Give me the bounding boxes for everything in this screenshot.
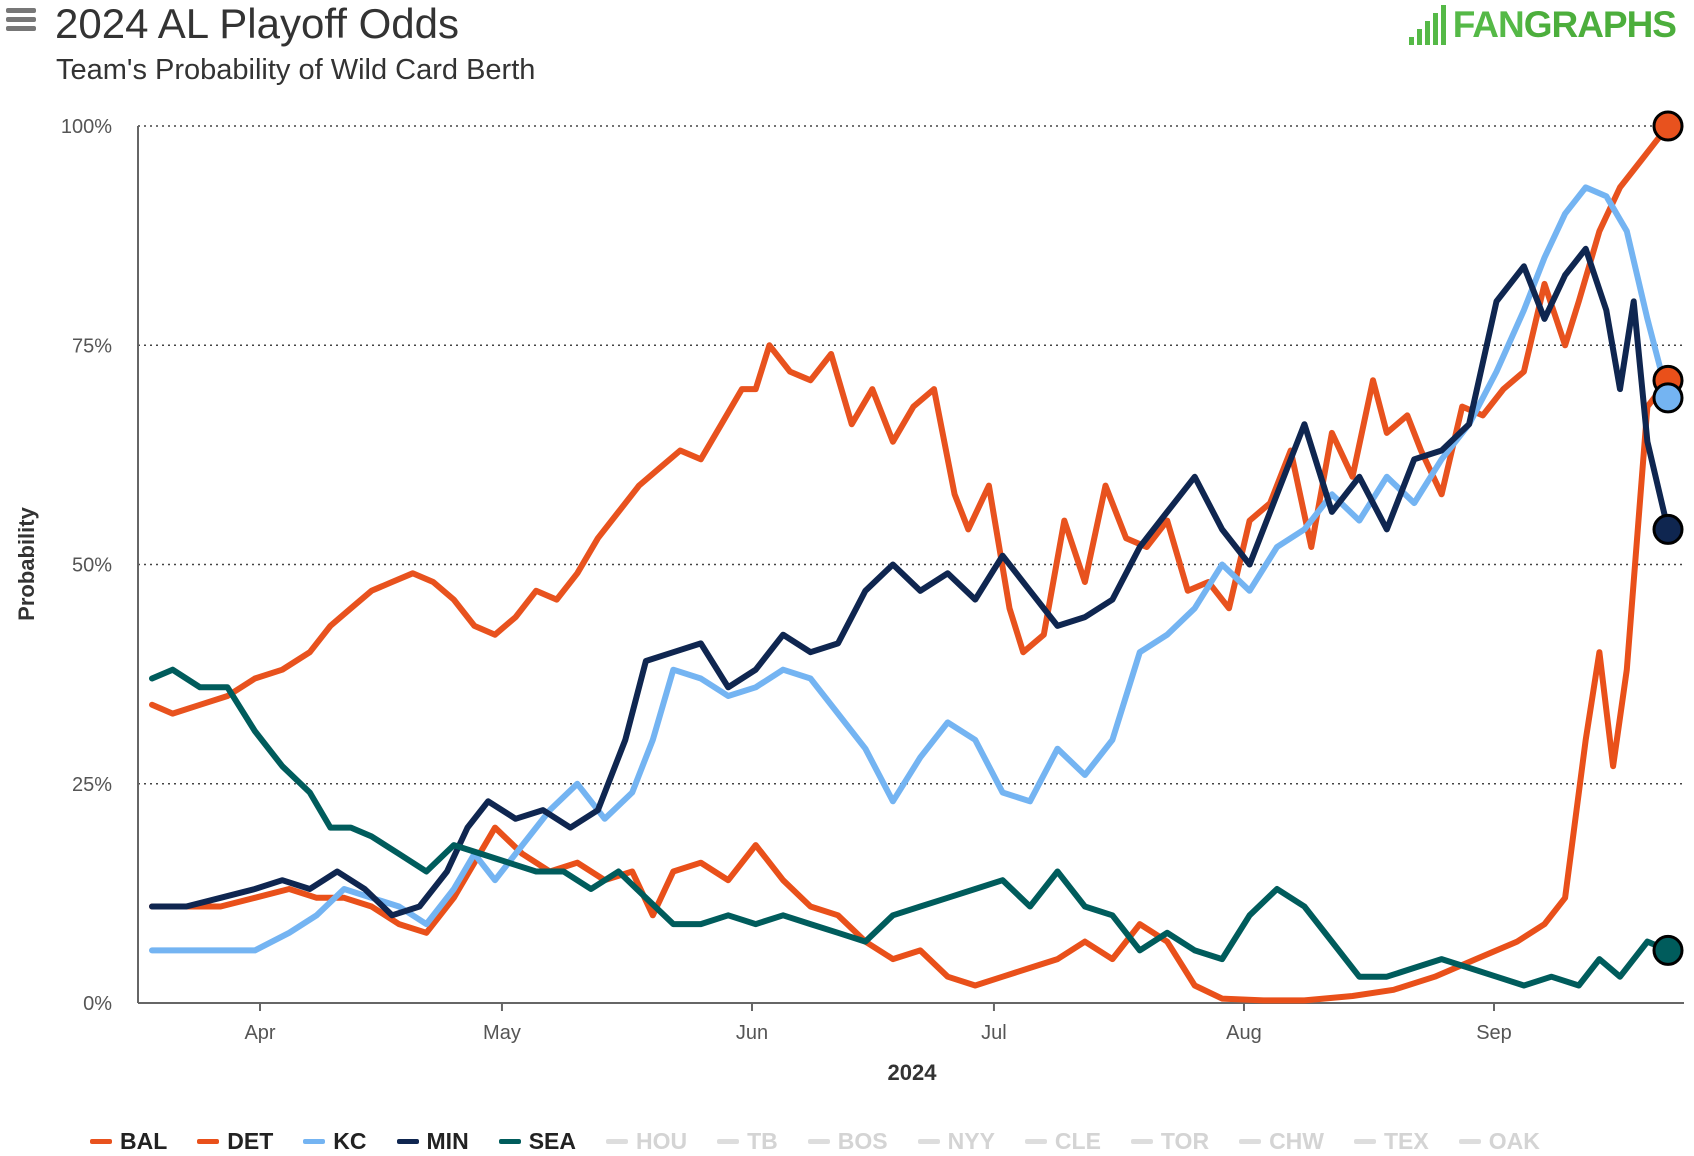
x-tick-label: May xyxy=(483,1022,521,1044)
y-tick-label: 100% xyxy=(61,116,112,138)
y-tick-label: 50% xyxy=(72,555,112,577)
legend-label: BOS xyxy=(837,1127,888,1154)
legend-swatch-icon xyxy=(90,1138,112,1144)
y-tick-label: 25% xyxy=(72,774,112,796)
series-line-sea[interactable] xyxy=(149,666,1671,989)
legend-item-sea[interactable]: SEA xyxy=(498,1127,576,1155)
logo-text-graphs: GRAPHS xyxy=(1523,4,1677,45)
end-marker-min[interactable] xyxy=(1652,513,1684,545)
legend-swatch-icon xyxy=(917,1138,940,1144)
legend-label: KC xyxy=(333,1127,367,1154)
legend-label: TOR xyxy=(1160,1127,1210,1154)
chart-title: 2024 AL Playoff Odds xyxy=(55,0,459,47)
legend-item-det[interactable]: DET xyxy=(197,1128,273,1155)
legend-label: TEX xyxy=(1384,1127,1429,1154)
series-end-markers xyxy=(1652,110,1684,966)
legend-item-nyy[interactable]: NYY xyxy=(917,1127,995,1155)
legend-swatch-icon xyxy=(717,1138,740,1144)
legend-label: SEA xyxy=(528,1127,576,1154)
series-line-det[interactable] xyxy=(149,377,1671,1004)
legend-swatch-icon xyxy=(1354,1138,1376,1144)
legend-label: CLE xyxy=(1054,1127,1101,1154)
legend-swatch-icon xyxy=(1239,1138,1262,1144)
legend-label: NYY xyxy=(947,1127,995,1154)
series-line-min[interactable] xyxy=(149,245,1671,919)
legend-label: OAK xyxy=(1488,1127,1540,1154)
legend-item-hou[interactable]: HOU xyxy=(605,1127,688,1155)
legend-label: HOU xyxy=(635,1127,688,1154)
legend-swatch-icon xyxy=(498,1138,521,1144)
legend: BAL DET KC MIN SEA HOU TB BOS NYY CLE TOR CHW TEX OAK xyxy=(90,1126,1570,1156)
legend-item-kc[interactable]: KC xyxy=(303,1127,367,1155)
x-tick-label: Sep xyxy=(1476,1022,1512,1044)
legend-item-tex[interactable]: TEX xyxy=(1354,1128,1429,1155)
logo-bars-icon xyxy=(1408,5,1449,45)
legend-swatch-icon xyxy=(605,1138,628,1144)
legend-label: CHW xyxy=(1269,1127,1324,1154)
legend-item-chw[interactable]: CHW xyxy=(1239,1128,1324,1155)
legend-swatch-icon xyxy=(396,1138,419,1144)
x-tick-labels: Apr May Jun Jul Aug Sep xyxy=(244,1003,1512,1044)
legend-label: MIN xyxy=(426,1127,469,1154)
fangraphs-logo[interactable]: FAN GRAPHS xyxy=(1408,2,1677,48)
legend-item-bal[interactable]: BAL xyxy=(90,1128,167,1155)
x-tick-label: Jul xyxy=(981,1022,1007,1044)
y-tick-labels: 0% 25% 50% 75% 100% xyxy=(61,116,112,1015)
series-lines xyxy=(149,123,1671,1004)
legend-label: DET xyxy=(227,1127,274,1154)
series-line-kc[interactable] xyxy=(149,184,1671,954)
menu-icon[interactable] xyxy=(6,8,36,34)
chart-subtitle: Team's Probability of Wild Card Berth xyxy=(56,54,536,86)
x-axis-title: 2024 xyxy=(888,1060,938,1085)
legend-item-min[interactable]: MIN xyxy=(396,1127,469,1155)
legend-item-cle[interactable]: CLE xyxy=(1024,1127,1101,1155)
end-marker-bal[interactable] xyxy=(1652,110,1684,142)
legend-item-bos[interactable]: BOS xyxy=(807,1127,888,1155)
legend-swatch-icon xyxy=(1458,1138,1481,1144)
series-line-bal[interactable] xyxy=(149,123,1671,717)
y-tick-label: 0% xyxy=(83,993,112,1015)
legend-label: TB xyxy=(747,1127,778,1154)
legend-swatch-icon xyxy=(1130,1138,1153,1144)
logo-text-fan: FAN xyxy=(1452,4,1525,45)
x-tick-label: Jun xyxy=(736,1022,768,1044)
x-tick-label: Apr xyxy=(244,1022,275,1044)
end-marker-kc[interactable] xyxy=(1652,382,1684,414)
legend-item-tb[interactable]: TB xyxy=(717,1128,778,1155)
legend-label: BAL xyxy=(120,1127,168,1154)
x-tick-label: Aug xyxy=(1226,1022,1262,1044)
legend-item-tor[interactable]: TOR xyxy=(1130,1127,1210,1155)
end-marker-sea[interactable] xyxy=(1652,934,1684,966)
legend-item-oak[interactable]: OAK xyxy=(1458,1127,1540,1155)
y-tick-label: 75% xyxy=(72,335,112,357)
legend-swatch-icon xyxy=(303,1138,326,1144)
legend-swatch-icon xyxy=(807,1138,830,1144)
y-axis-title: Probability xyxy=(14,506,39,620)
legend-swatch-icon xyxy=(1024,1138,1047,1144)
legend-swatch-icon xyxy=(197,1138,220,1144)
